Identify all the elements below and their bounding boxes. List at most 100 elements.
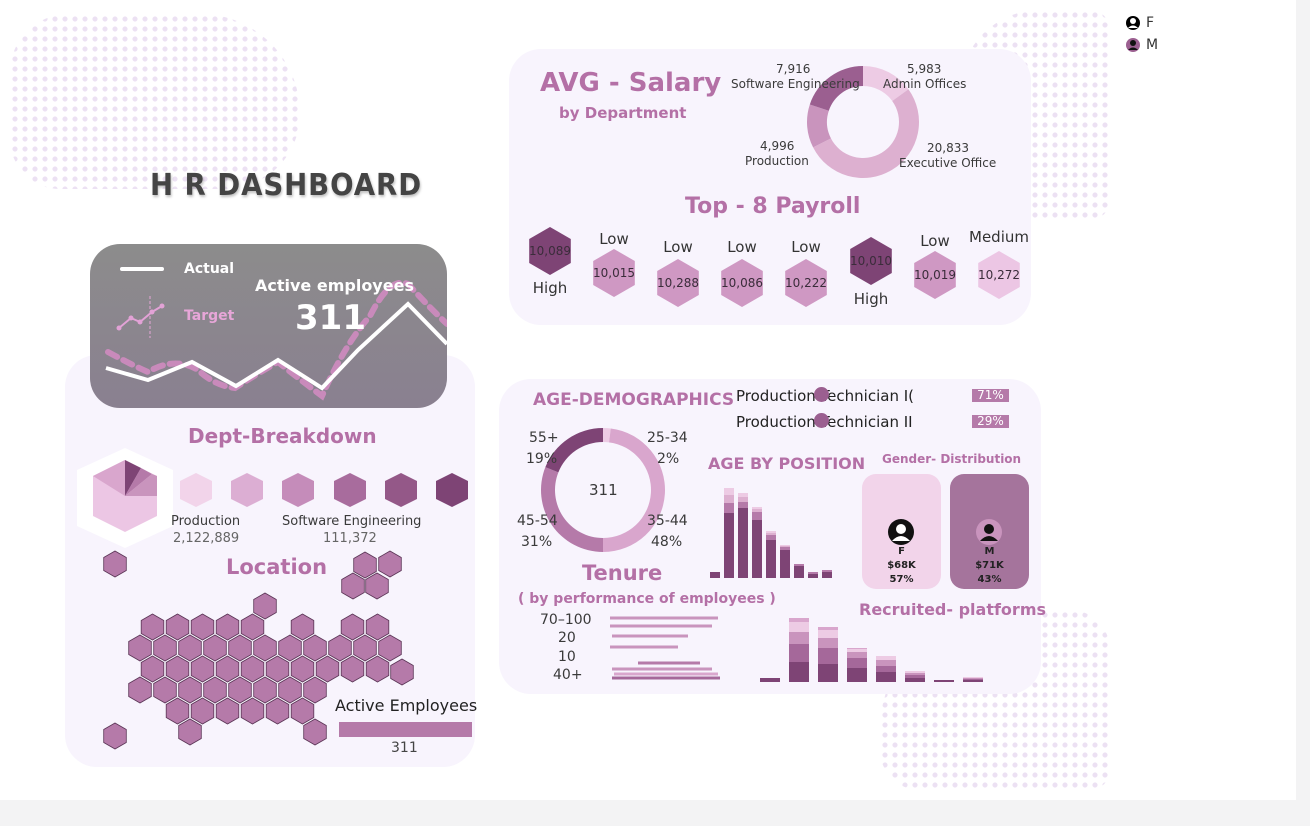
dept-hex-7[interactable] [436,473,468,507]
location-hex[interactable] [165,655,190,683]
location-hex[interactable] [340,655,365,683]
location-hex[interactable] [153,634,177,662]
kpi-card[interactable]: Actual Target Active employees 311 [90,244,447,408]
bar-segment[interactable] [789,644,809,662]
slice-25-34[interactable] [603,428,611,443]
location-hex[interactable] [353,551,377,579]
bar-segment[interactable] [738,497,748,502]
bar-segment[interactable] [766,533,776,535]
location-hex[interactable] [140,613,165,641]
bar-segment[interactable] [808,574,818,578]
active-employees-bar[interactable] [339,722,472,737]
slice-admin-offices[interactable] [863,66,909,101]
bar-segment[interactable] [724,495,734,503]
bar-segment[interactable] [847,658,867,668]
location-hex[interactable] [240,655,265,683]
location-hex[interactable] [340,613,365,641]
location-hex[interactable] [253,592,277,620]
bar-segment[interactable] [738,508,748,578]
bar-segment[interactable] [963,677,983,678]
location-hex[interactable] [190,613,215,641]
location-hex[interactable] [341,572,365,600]
payroll-hex-2[interactable] [593,249,635,297]
bar-segment[interactable] [876,672,896,682]
bar-segment[interactable] [963,678,983,679]
location-hex[interactable] [390,658,414,686]
payroll-hex-1[interactable] [529,227,571,275]
location-hex[interactable] [253,676,277,704]
location-hex[interactable] [165,613,190,641]
location-hex[interactable] [365,655,390,683]
location-hex[interactable] [278,676,302,704]
bar-segment[interactable] [847,668,867,682]
location-hex[interactable] [303,718,327,746]
location-hex[interactable] [265,655,290,683]
location-hex[interactable] [328,634,352,662]
location-hex[interactable] [228,676,252,704]
age-donut-chart[interactable] [538,425,668,555]
location-hex[interactable] [278,634,302,662]
location-hex[interactable] [178,676,202,704]
bar-segment[interactable] [808,572,818,574]
bar-segment[interactable] [818,638,838,648]
gender-card-m[interactable]: M $71K 43% [950,474,1029,589]
location-hex[interactable] [190,697,215,725]
payroll-hex-4[interactable] [721,259,763,307]
bar-segment[interactable] [934,680,954,682]
bar-segment[interactable] [752,509,762,512]
slice-production[interactable] [807,104,831,148]
payroll-hex-7[interactable] [914,251,956,299]
bar-segment[interactable] [794,564,804,566]
bar-segment[interactable] [780,546,790,547]
bar-segment[interactable] [905,678,925,682]
recruited-platforms-chart[interactable] [760,612,1020,682]
age-by-position-chart[interactable] [710,478,850,578]
slice-software-engineering[interactable] [809,66,863,111]
location-hex[interactable] [178,634,202,662]
bar-segment[interactable] [847,648,867,649]
location-hex[interactable] [365,613,390,641]
salary-donut-chart[interactable] [803,62,923,182]
bar-segment[interactable] [789,622,809,632]
location-hex[interactable] [178,718,202,746]
payroll-hex-8[interactable] [978,251,1020,299]
bar-segment[interactable] [780,547,790,550]
location-hex[interactable] [240,697,265,725]
bar-segment[interactable] [724,503,734,513]
location-hex[interactable] [290,613,315,641]
bar-segment[interactable] [794,566,804,578]
location-hex[interactable] [215,697,240,725]
location-hex[interactable] [378,550,402,578]
location-hex[interactable] [215,655,240,683]
location-hex[interactable] [128,676,152,704]
bar-segment[interactable] [780,545,790,546]
location-hex[interactable] [378,634,402,662]
bar-segment[interactable] [876,666,896,672]
payroll-hex-6[interactable] [850,237,892,285]
bar-segment[interactable] [818,664,838,682]
bar-segment[interactable] [876,656,896,660]
bar-segment[interactable] [766,531,776,533]
tenure-lines[interactable] [608,614,728,684]
bar-segment[interactable] [752,507,762,509]
bar-segment[interactable] [738,493,748,497]
location-hex[interactable] [128,634,152,662]
bar-segment[interactable] [710,572,720,578]
slice-executive-office[interactable] [813,89,919,178]
location-hex[interactable] [228,634,252,662]
dept-hex-3[interactable] [231,473,263,507]
bar-segment[interactable] [822,570,832,572]
location-hex[interactable] [153,676,177,704]
bar-segment[interactable] [822,572,832,578]
bar-segment[interactable] [752,512,762,520]
bar-segment[interactable] [724,488,734,495]
bar-segment[interactable] [847,649,867,652]
bar-segment[interactable] [876,660,896,666]
slice-35-44[interactable] [603,428,665,552]
bar-segment[interactable] [780,550,790,578]
bar-segment[interactable] [789,632,809,644]
dept-hex-4[interactable] [282,473,314,507]
slice-55-[interactable] [545,428,603,473]
bar-segment[interactable] [818,648,838,664]
bar-segment[interactable] [905,673,925,675]
